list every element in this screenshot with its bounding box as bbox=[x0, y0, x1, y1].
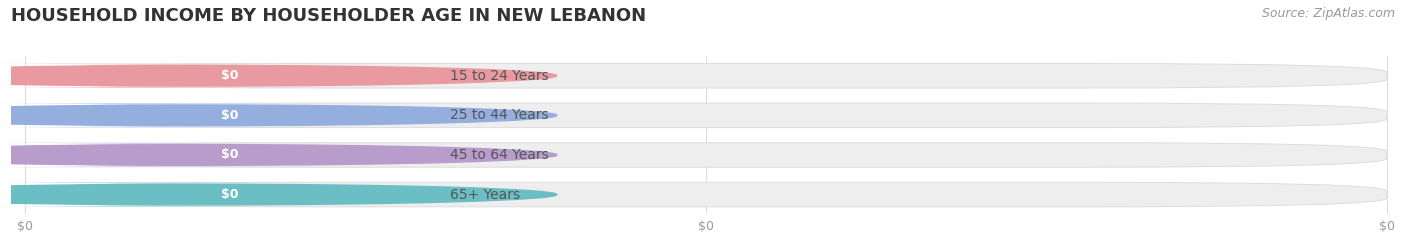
Text: 65+ Years: 65+ Years bbox=[450, 188, 520, 202]
Circle shape bbox=[0, 184, 557, 205]
FancyBboxPatch shape bbox=[0, 63, 325, 88]
Text: Source: ZipAtlas.com: Source: ZipAtlas.com bbox=[1261, 7, 1395, 20]
Text: $0: $0 bbox=[221, 188, 239, 201]
Text: $0: $0 bbox=[221, 148, 239, 161]
FancyBboxPatch shape bbox=[25, 63, 1386, 88]
Circle shape bbox=[0, 145, 557, 165]
FancyBboxPatch shape bbox=[0, 182, 325, 207]
FancyBboxPatch shape bbox=[25, 182, 1386, 207]
FancyBboxPatch shape bbox=[25, 103, 1386, 128]
Text: 45 to 64 Years: 45 to 64 Years bbox=[450, 148, 550, 162]
Text: $0: $0 bbox=[221, 109, 239, 122]
Circle shape bbox=[0, 65, 557, 86]
FancyBboxPatch shape bbox=[25, 143, 1386, 167]
Text: $0: $0 bbox=[221, 69, 239, 82]
Circle shape bbox=[0, 105, 557, 126]
FancyBboxPatch shape bbox=[0, 103, 325, 128]
Text: HOUSEHOLD INCOME BY HOUSEHOLDER AGE IN NEW LEBANON: HOUSEHOLD INCOME BY HOUSEHOLDER AGE IN N… bbox=[11, 7, 647, 25]
FancyBboxPatch shape bbox=[0, 143, 325, 167]
Text: 25 to 44 Years: 25 to 44 Years bbox=[450, 108, 550, 122]
Text: 15 to 24 Years: 15 to 24 Years bbox=[450, 69, 550, 83]
